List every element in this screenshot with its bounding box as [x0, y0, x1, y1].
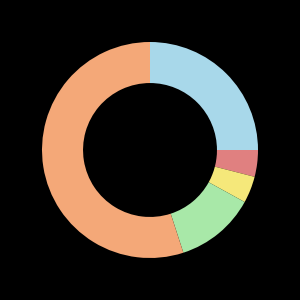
Wedge shape — [150, 42, 258, 150]
Wedge shape — [171, 182, 244, 253]
Wedge shape — [215, 150, 258, 177]
Wedge shape — [209, 167, 255, 202]
Wedge shape — [42, 42, 183, 258]
